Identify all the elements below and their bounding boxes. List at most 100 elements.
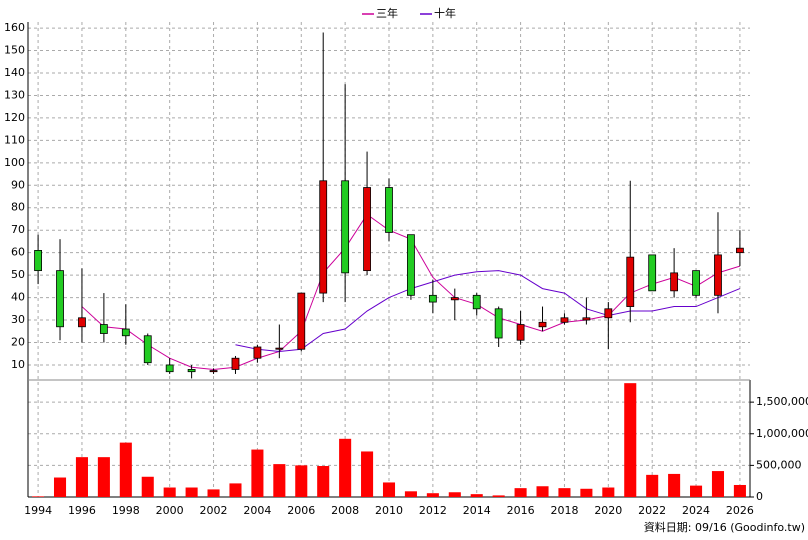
volume-bar (514, 488, 527, 497)
candle-body (407, 234, 415, 296)
candle-body (143, 335, 152, 364)
candle-body (231, 357, 240, 370)
y2-tick-label: 1,500,000 (756, 395, 808, 408)
candle-body (450, 297, 459, 301)
volume-bar (273, 464, 286, 497)
volume-bar (470, 494, 483, 497)
volume-bar (207, 489, 220, 497)
x-tick-label: 2020 (594, 504, 622, 517)
volume-bar (733, 484, 746, 497)
volume-bar (119, 442, 132, 497)
x-tick-label: 1994 (24, 504, 52, 517)
footnote: 資料日期: 09/16 (Goodinfo.tw) (644, 520, 805, 534)
candle-body (297, 292, 306, 350)
legend-label: 十年 (434, 6, 456, 20)
x-tick-label: 1998 (112, 504, 140, 517)
y2-tick-label: 500,000 (756, 458, 802, 471)
candle-body (582, 317, 591, 321)
y-tick-label: 40 (11, 291, 25, 304)
y-tick-label: 120 (4, 111, 25, 124)
y-tick-label: 110 (4, 133, 25, 146)
x-tick-label: 2008 (331, 504, 359, 517)
legend-label: 三年 (376, 6, 398, 20)
volume-bar (646, 474, 659, 497)
candle-body (319, 180, 328, 294)
x-tick-label: 2024 (682, 504, 710, 517)
candle-body (187, 369, 196, 373)
volume-bar (251, 449, 264, 497)
y-tick-label: 70 (11, 223, 25, 236)
candle-body (516, 324, 525, 341)
candle-body (209, 370, 218, 373)
volume-bar (448, 492, 461, 497)
x-tick-label: 2006 (287, 504, 315, 517)
candle-body (56, 270, 64, 328)
x-tick-label: 2022 (638, 504, 666, 517)
volume-bar (711, 471, 725, 497)
candle-body (538, 321, 547, 328)
x-tick-label: 2012 (419, 504, 447, 517)
candle-body (341, 180, 350, 274)
y-tick-label: 130 (4, 88, 25, 101)
y2-tick-label: 1,000,000 (756, 427, 808, 440)
volume-bar (141, 476, 154, 497)
volume-bar (229, 483, 242, 497)
volume-bar (492, 495, 505, 497)
y2-tick-label: 0 (756, 490, 763, 503)
candle-body (714, 254, 722, 296)
candle-body (670, 272, 679, 292)
x-tick-label: 2000 (156, 504, 184, 517)
volume-bar (339, 438, 352, 497)
volume-bar (426, 493, 439, 497)
volume-bar (163, 487, 176, 497)
x-tick-label: 2002 (200, 504, 228, 517)
y-tick-label: 150 (4, 44, 25, 57)
volume-bar (668, 473, 681, 497)
candle-body (34, 250, 42, 272)
x-tick-label: 2018 (550, 504, 578, 517)
volume-bar (382, 482, 396, 497)
volume-bar (558, 488, 571, 497)
y-tick-label: 60 (11, 246, 25, 259)
y-tick-label: 30 (11, 313, 25, 326)
candle-body (604, 308, 613, 319)
candle-body (78, 317, 86, 328)
volume-bar (602, 487, 615, 497)
volume-bar (53, 477, 67, 497)
x-tick-label: 2026 (726, 504, 754, 517)
volume-bar (690, 485, 703, 497)
candle-body (626, 256, 635, 307)
y-tick-label: 100 (4, 156, 25, 169)
y-tick-label: 10 (11, 358, 25, 371)
ma-line (235, 270, 741, 352)
volume-bar (404, 491, 417, 497)
candle-body (472, 294, 481, 310)
volume-bar (580, 488, 593, 497)
y-tick-label: 140 (4, 66, 25, 79)
candle-body (121, 328, 130, 337)
volume-bar (536, 486, 549, 497)
volume-bar (361, 451, 374, 497)
candle-body (648, 254, 657, 292)
x-tick-label: 2004 (243, 504, 271, 517)
volume-bar (317, 466, 330, 497)
volume-bar (295, 465, 308, 497)
y-tick-label: 80 (11, 201, 25, 214)
volume-bar (97, 457, 110, 497)
x-tick-label: 2014 (463, 504, 491, 517)
candle-body (736, 247, 744, 254)
volume-bar (185, 487, 198, 497)
y-tick-label: 90 (11, 178, 25, 191)
y-tick-label: 20 (11, 335, 25, 348)
volume-bar (75, 457, 88, 497)
candle-body (494, 308, 503, 339)
y-tick-label: 50 (11, 268, 25, 281)
x-tick-label: 1996 (68, 504, 96, 517)
x-tick-label: 2016 (507, 504, 535, 517)
x-tick-label: 2010 (375, 504, 403, 517)
candle-body (165, 364, 174, 373)
candle-body (692, 270, 700, 296)
candle-body (253, 346, 262, 359)
